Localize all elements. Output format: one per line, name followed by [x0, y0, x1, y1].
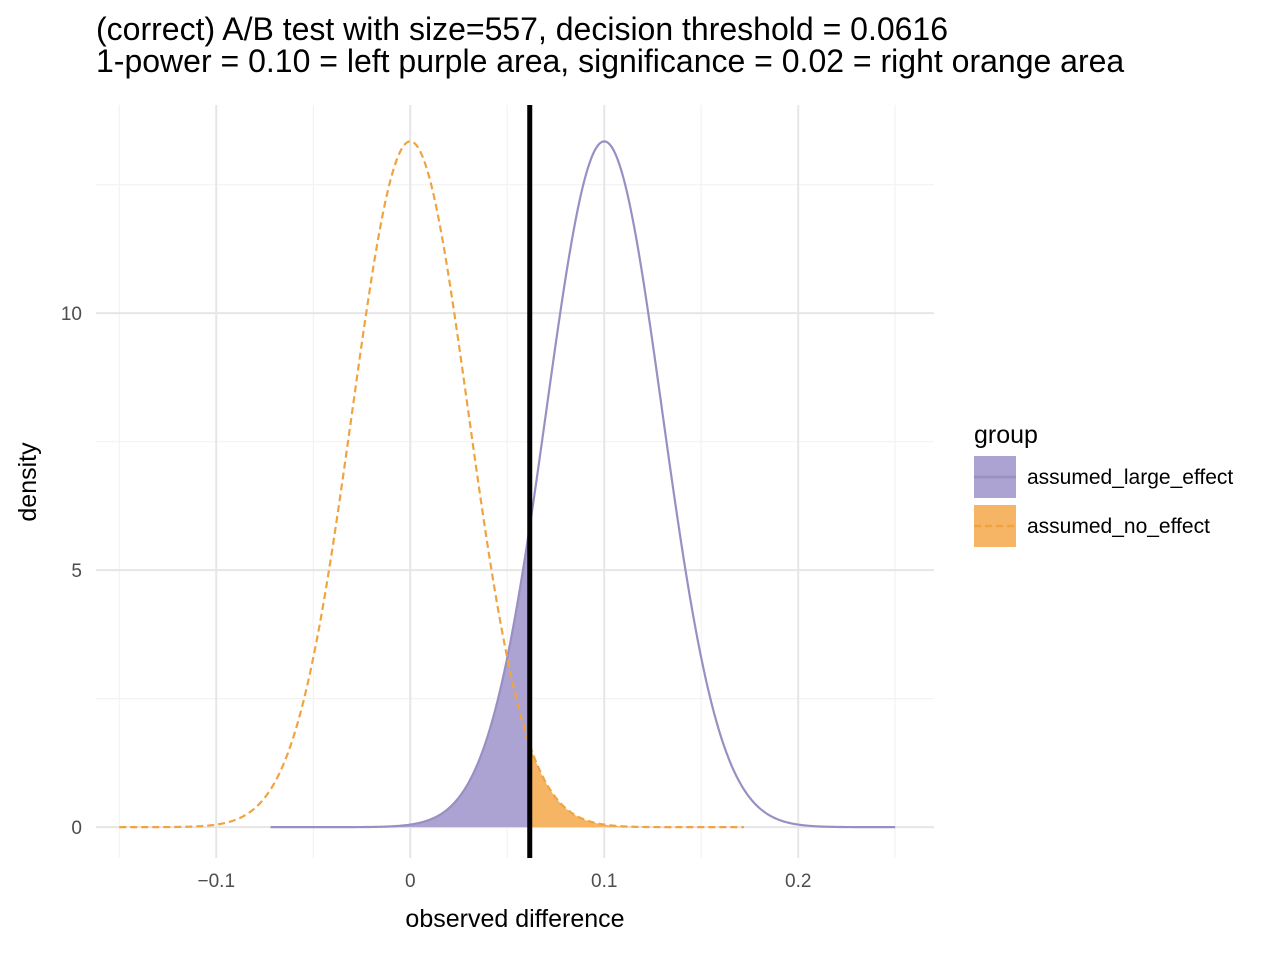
legend: group assumed_large_effect assumed_no_eff…	[974, 421, 1233, 547]
chart-title: (correct) A/B test with size=557, decisi…	[96, 11, 948, 47]
x-tick-label: −0.1	[198, 871, 236, 892]
x-tick-label: 0	[405, 871, 416, 892]
y-tick-label: 10	[61, 304, 82, 325]
x-tick-label: 0.1	[591, 871, 617, 892]
legend-title: group	[974, 421, 1038, 449]
y-tick-labels: 0 5 10	[61, 304, 82, 839]
x-tick-label: 0.2	[785, 871, 811, 892]
y-tick-label: 5	[71, 561, 82, 582]
x-axis-title: observed difference	[405, 905, 624, 933]
curve-assumed_large_effect	[270, 140, 896, 829]
y-tick-label: 0	[71, 818, 82, 839]
major-gridlines	[96, 105, 934, 858]
shaded-areas	[270, 526, 744, 828]
legend-label-assumed_no_effect: assumed_no_effect	[1027, 515, 1210, 538]
density-curves	[119, 140, 896, 829]
x-tick-labels: −0.1 0 0.1 0.2	[198, 871, 812, 892]
shaded-area-assumed_large_effect	[270, 526, 530, 828]
legend-label-assumed_large_effect: assumed_large_effect	[1027, 466, 1233, 489]
shaded-area-assumed_no_effect	[529, 745, 744, 828]
y-axis-title: density	[14, 442, 42, 522]
curve-assumed_no_effect	[119, 140, 744, 829]
chart-subtitle: 1-power = 0.10 = left purple area, signi…	[96, 43, 1124, 79]
